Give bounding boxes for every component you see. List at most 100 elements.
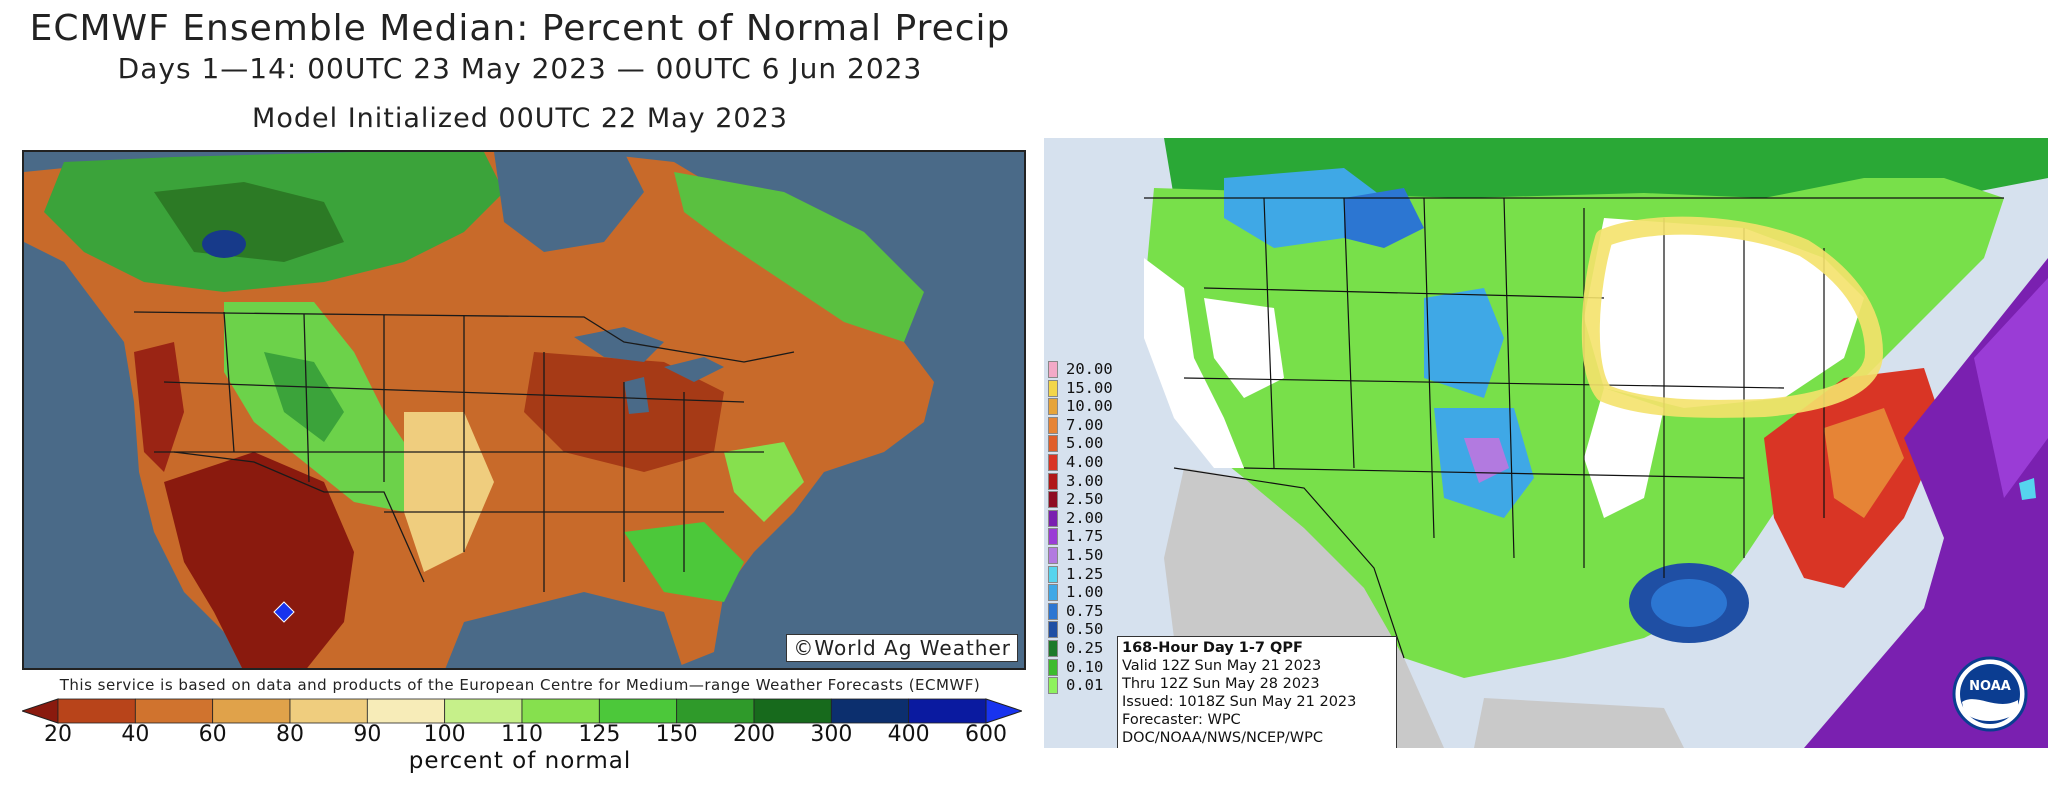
percent-colorbar (22, 698, 1022, 724)
legend-entry: 1.25 (1048, 565, 1128, 584)
dry-midwest-ohio-valley (1584, 218, 1864, 408)
colorbar-tick-label: 20 (44, 722, 72, 747)
heavy-core-plains (1464, 438, 1509, 483)
noaa-logo-icon: NOAA (1952, 656, 2028, 732)
legend-swatch (1048, 472, 1058, 490)
legend-swatch (1048, 435, 1058, 453)
colorbar-ticks: 20 40 60 80 90 100 110 125 150 200 300 400 600 (22, 722, 1022, 750)
legend-swatch (1048, 528, 1058, 546)
noaa-logo-text: NOAA (1969, 679, 2011, 694)
legend-swatch (1048, 379, 1058, 397)
legend-swatch (1048, 361, 1058, 378)
ecmwf-service-note: This service is based on data and produc… (59, 676, 981, 694)
legend-value: 15.00 (1066, 378, 1113, 397)
atlantic-cyan-spot (2019, 478, 2036, 500)
legend-entry: 20.00 (1048, 360, 1128, 379)
legend-value: 0.01 (1066, 676, 1104, 695)
legend-swatch (1048, 621, 1058, 639)
info-org: DOC/NOAA/NWS/NCEP/WPC (1122, 730, 1323, 746)
highlight-annotation (1581, 216, 1883, 418)
info-header: 168-Hour Day 1-7 QPF (1122, 640, 1303, 656)
dry-california (1144, 258, 1244, 468)
mexico-south (1474, 698, 1684, 748)
legend-value: 7.00 (1066, 415, 1104, 434)
legend-entry: 1.75 (1048, 527, 1128, 546)
info-thru: Thru 12Z Sun May 28 2023 (1122, 676, 1320, 692)
dry-mississippi (1584, 388, 1664, 518)
info-issued: Issued: 1018Z Sun May 21 2023 (1122, 694, 1357, 710)
colorbar-tick-label: 125 (578, 722, 621, 747)
political-borders (133, 311, 795, 592)
colorbar-segment (676, 698, 755, 724)
colorbar-tick-label: 200 (733, 722, 775, 747)
colorbar-segment (134, 698, 214, 724)
colorbar-tick-label: 150 (655, 722, 698, 747)
legend-value: 10.00 (1066, 397, 1113, 416)
colorbar-segment (212, 698, 291, 724)
wet-east-coast (724, 442, 804, 522)
legend-swatch (1048, 491, 1058, 509)
chart-subtitle: Days 1—14: 00UTC 23 May 2023 — 00UTC 6 J… (117, 52, 923, 85)
legend-swatch (1048, 416, 1058, 434)
colorbar-segment (830, 698, 910, 724)
colorbar-tick-label: 100 (423, 722, 466, 747)
colorbar-high-arrow (985, 698, 1022, 724)
legend-swatch (1048, 677, 1058, 695)
legend-value: 1.75 (1066, 527, 1104, 546)
info-valid: Valid 12Z Sun May 21 2023 (1122, 658, 1322, 674)
gulf-heavy-core (1651, 579, 1727, 627)
dry-southwest-region (164, 452, 354, 668)
legend-swatch (1048, 658, 1058, 676)
colorbar-tick-label: 80 (276, 722, 304, 747)
chart-title: ECMWF Ensemble Median: Percent of Normal… (29, 8, 1011, 49)
ecmwf-percent-normal-map: ©World Ag Weather (22, 150, 1026, 670)
legend-entry: 3.00 (1048, 472, 1128, 491)
legend-entry: 0.50 (1048, 620, 1128, 639)
legend-entry: 0.25 (1048, 639, 1128, 658)
legend-swatch (1048, 453, 1058, 471)
legend-entry: 1.50 (1048, 546, 1128, 565)
ecmwf-panel: ECMWF Ensemble Median: Percent of Normal… (22, 8, 1026, 774)
legend-entry: 15.00 (1048, 379, 1128, 398)
heavy-plains (1424, 288, 1504, 398)
legend-entry: 2.50 (1048, 490, 1128, 509)
legend-entry: 1.00 (1048, 583, 1128, 602)
legend-value: 0.50 (1066, 620, 1104, 639)
colorbar-segment (57, 698, 136, 724)
legend-entry: 7.00 (1048, 416, 1128, 435)
colorbar-segment (521, 698, 600, 724)
legend-swatch (1048, 509, 1058, 527)
qpf-info-box: 168-Hour Day 1-7 QPF Valid 12Z Sun May 2… (1117, 636, 1397, 748)
legend-entry: 2.00 (1048, 509, 1128, 528)
colorbar-segment (289, 698, 368, 724)
colorbar-tick-label: 60 (198, 722, 227, 747)
legend-swatch (1048, 584, 1058, 602)
legend-swatch (1048, 602, 1058, 620)
colorbar-tick-label: 110 (501, 722, 543, 747)
colorbar-tick-label: 600 (965, 722, 1007, 747)
legend-value: 0.75 (1066, 601, 1104, 620)
heavy-montana (1344, 188, 1424, 248)
info-forecaster: Forecaster: WPC (1122, 712, 1241, 728)
wet-spot-marker (273, 601, 295, 623)
qpf-legend: 20.00 15.00 10.00 7.00 5.00 4.00 3.00 2.50 2.00 1… (1048, 360, 1128, 695)
legend-value: 3.00 (1066, 471, 1104, 490)
legend-value: 1.50 (1066, 545, 1104, 564)
colorbar-segment (753, 698, 832, 724)
colorbar-low-arrow (22, 698, 59, 724)
legend-value: 1.00 (1066, 583, 1104, 602)
wet-quebec-region (674, 172, 924, 342)
legend-entry: 4.00 (1048, 453, 1128, 472)
legend-swatch (1048, 398, 1058, 416)
legend-swatch (1048, 546, 1058, 564)
legend-entry: 0.01 (1048, 676, 1128, 695)
colorbar-segment (908, 698, 987, 724)
wet-rockies (264, 352, 344, 442)
colorbar-tick-label: 40 (121, 722, 150, 747)
colorbar-tick-label: 300 (810, 722, 853, 747)
legend-value: 0.25 (1066, 638, 1104, 657)
great-lakes (574, 327, 724, 414)
legend-value: 2.00 (1066, 508, 1104, 527)
wet-canada-dark (154, 182, 344, 262)
gulf-of-mexico (445, 592, 683, 668)
